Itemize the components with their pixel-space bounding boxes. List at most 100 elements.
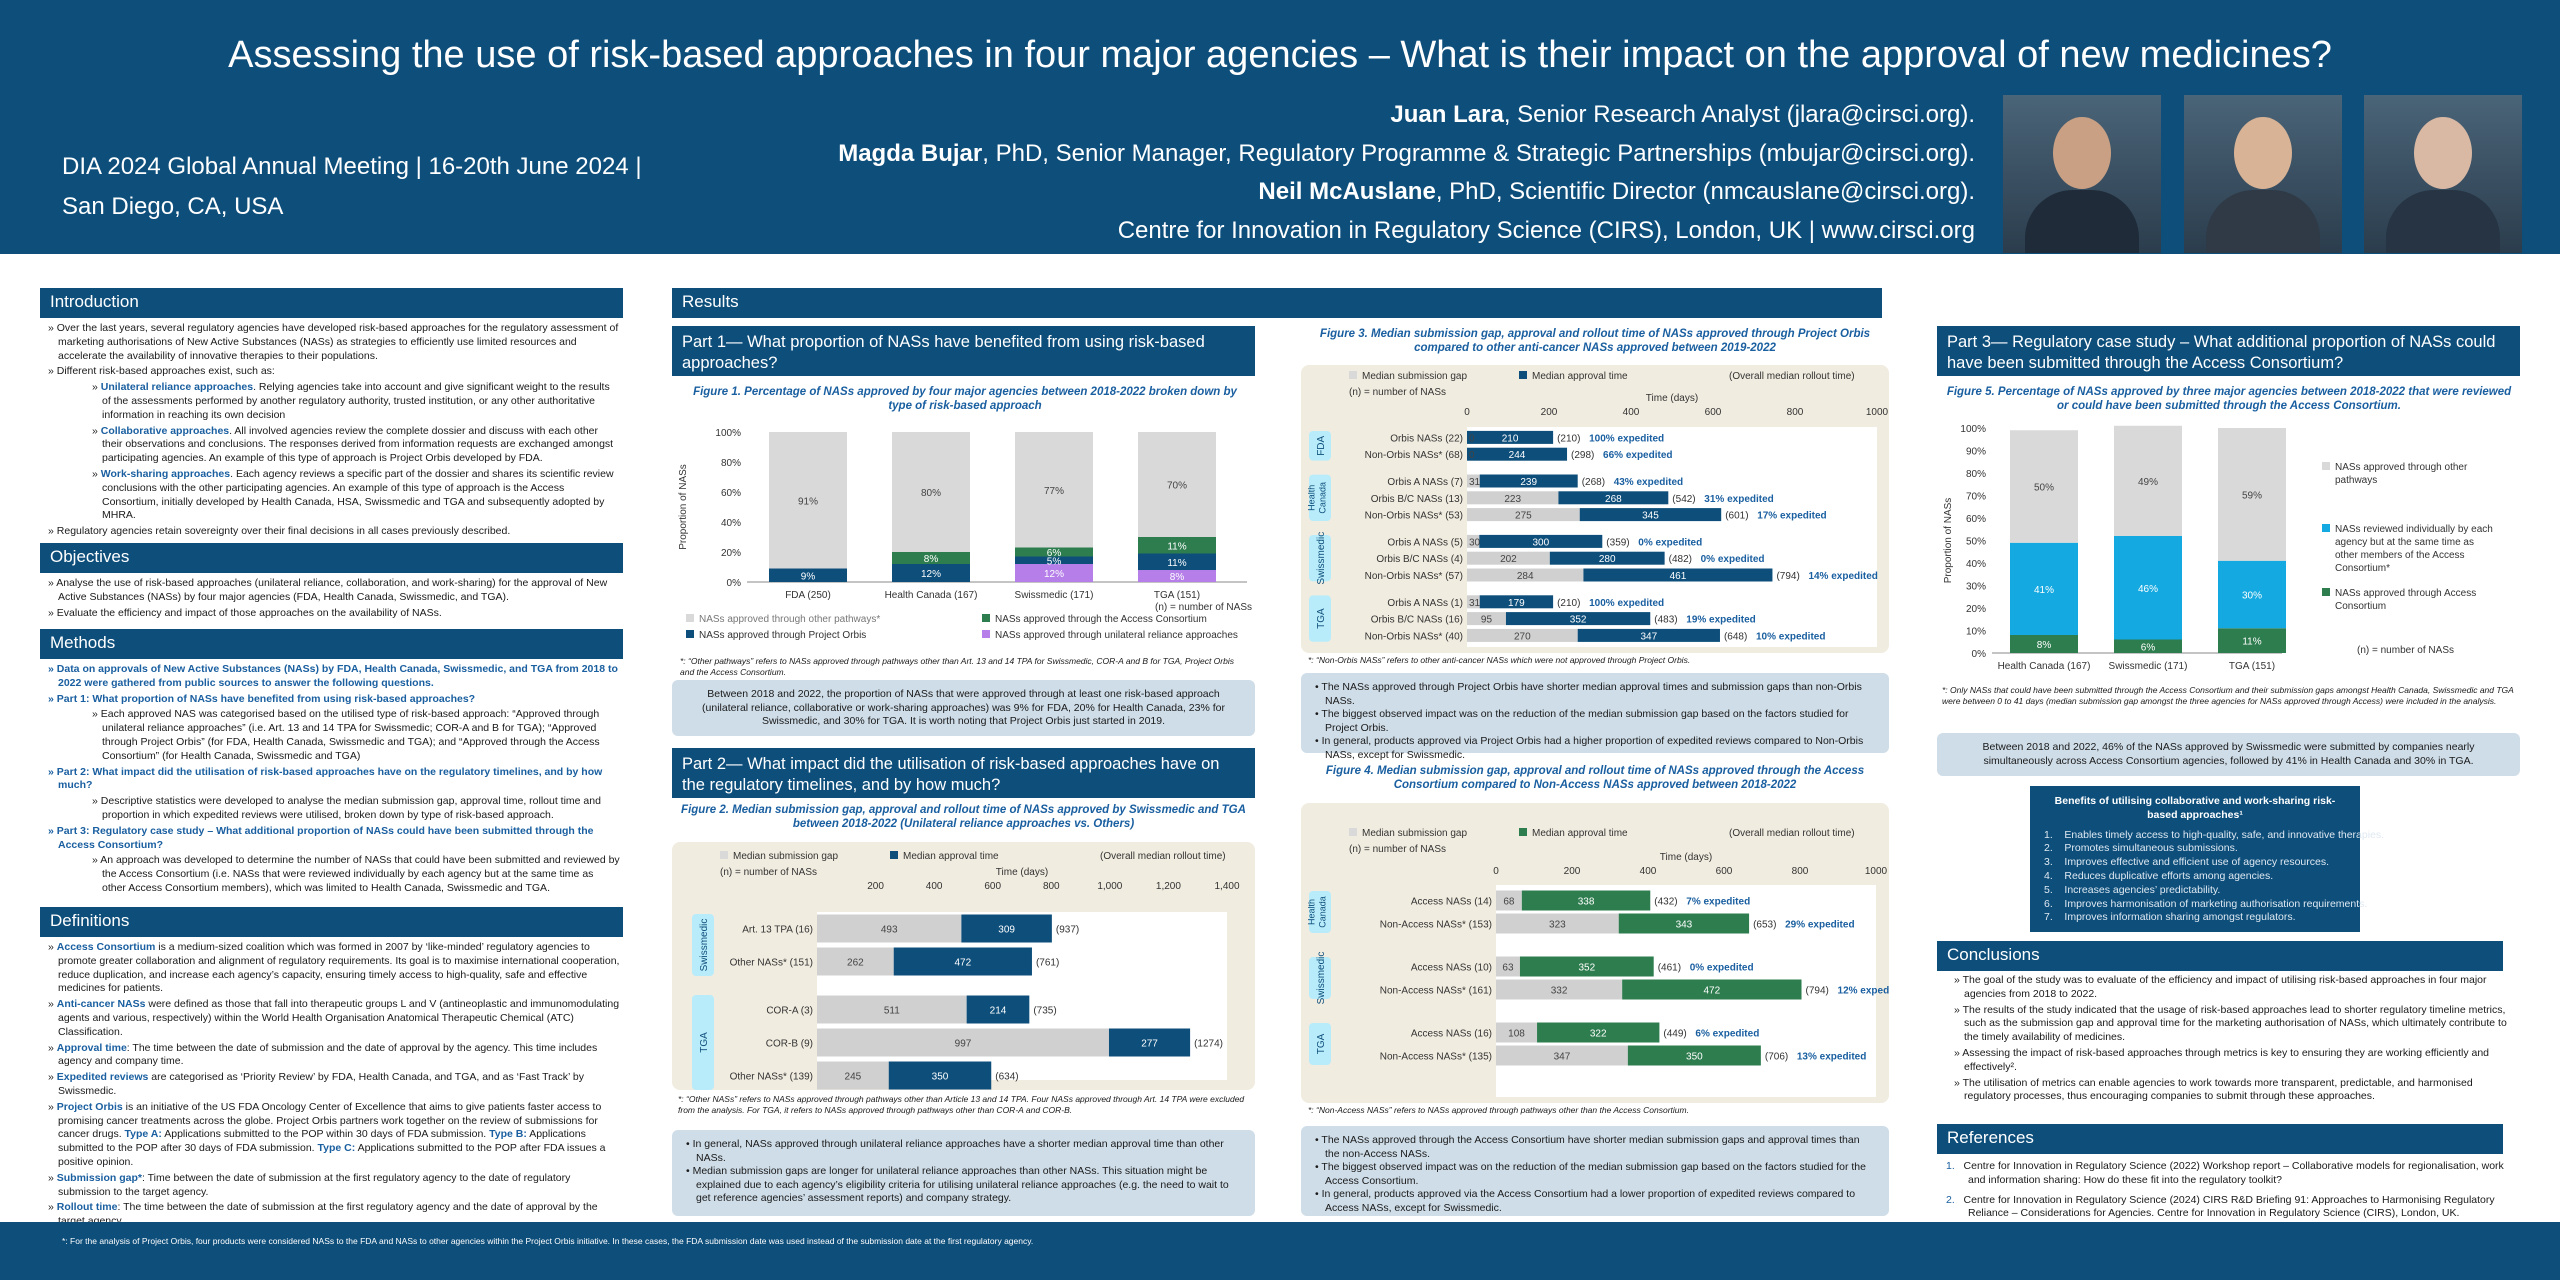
y-axis-label: Proportion of NASs: [678, 464, 689, 550]
approval-value: 338: [1578, 897, 1595, 908]
objectives-heading: Objectives: [40, 543, 623, 573]
data-label: 41%: [2034, 585, 2054, 596]
conference-line-1: DIA 2024 Global Annual Meeting | 16-20th…: [62, 153, 642, 180]
benefits-box: Benefits of utilising collaborative and …: [2030, 786, 2384, 932]
bar-approval: [1627, 1045, 1761, 1066]
benefit-item: 4. Reduces duplicative efforts among age…: [2044, 869, 2274, 882]
bar-approval: [893, 947, 1032, 976]
legend-label: NASs approved through unilateral relianc…: [995, 630, 1238, 641]
data-label: 8%: [924, 554, 939, 565]
results-heading: Results: [672, 288, 1882, 318]
figure3-caption: Figure 3. Median submission gap, approva…: [1319, 328, 1871, 354]
row-label: Non-Access NASs* (161): [1380, 986, 1492, 997]
rollout-value: (648): [1724, 631, 1747, 642]
x-tick-label: Health Canada (167): [1998, 661, 2091, 672]
x-tick-label: 600: [984, 881, 1001, 892]
benefit-item: 5. Increases agencies’ predictability.: [2044, 883, 2221, 896]
expedited-label: 100% expedited: [1589, 598, 1664, 609]
approval-value: 239: [1520, 477, 1537, 488]
bar-segment: [2010, 635, 2078, 653]
legend-swatch: [720, 851, 728, 859]
legend-label: NASs reviewed individually by each: [2335, 524, 2493, 535]
conference-info: DIA 2024 Global Annual Meeting | 16-20th…: [62, 147, 642, 227]
expedited-label: 66% expedited: [1603, 450, 1672, 461]
group-tag: [1309, 595, 1331, 642]
data-label: 5%: [1047, 556, 1062, 567]
bar-gap: [817, 1028, 1109, 1057]
gap-value: 223: [1504, 494, 1521, 505]
data-label: 80%: [921, 488, 941, 499]
legend-label: NASs approved through other: [2335, 462, 2468, 473]
gap-value: 245: [845, 1072, 862, 1083]
conclusion-2: » The results of the study indicated tha…: [1954, 1003, 2507, 1044]
part2-bullet-2: • Median submission gaps are longer for …: [686, 1165, 1229, 1204]
bar-approval: [1618, 913, 1750, 934]
group-tag: [1309, 957, 1331, 999]
bar-approval: [966, 995, 1030, 1024]
bar-approval: [1479, 474, 1578, 488]
references-heading: References: [1937, 1124, 2503, 1154]
gap-value: 284: [1517, 571, 1534, 582]
legend-swatch: [2322, 462, 2330, 470]
x-axis-label: Time (days): [1646, 393, 1698, 404]
gap-value: 0: [1469, 433, 1475, 444]
definition-orbis: » Project Orbis is an initiative of the …: [48, 1100, 606, 1168]
approval-value: 244: [1509, 450, 1526, 461]
methods-text: » Data on approvals of New Active Substa…: [46, 663, 620, 898]
group-tag: [1309, 891, 1331, 933]
bar-gap: [1467, 534, 1480, 548]
data-label: 9%: [801, 571, 816, 582]
conclusions-text: » The goal of the study was to evaluate …: [1942, 974, 2517, 1106]
row-label: Art. 13 TPA (16): [742, 925, 813, 936]
definition-expedited: » Expedited reviews are categorised as ‘…: [48, 1071, 584, 1097]
method-1: » Data on approvals of New Active Substa…: [48, 663, 618, 689]
legend-swatch: [686, 614, 694, 622]
row-label: Orbis B/C NASs (4): [1376, 554, 1463, 565]
figure4-note: *: “Non-Access NASs” refers to NASs appr…: [1308, 1105, 1689, 1115]
y-tick-label: 80%: [721, 458, 741, 469]
bar-segment: [1138, 537, 1216, 554]
affiliation: Centre for Innovation in Regulatory Scie…: [1117, 216, 1975, 244]
bar-approval: [961, 914, 1052, 943]
row-label: Non-Orbis NASs* (40): [1365, 631, 1463, 642]
legend-label: pathways: [2335, 475, 2377, 486]
expedited-label: 100% expedited: [1589, 433, 1664, 444]
author-name: Neil McAuslane: [1258, 178, 1436, 205]
definition-gap: » Submission gap*: Time between the date…: [48, 1171, 571, 1198]
conclusion-1: » The goal of the study was to evaluate …: [1954, 974, 2487, 1000]
legend-label: NASs approved through other pathways*: [699, 614, 880, 625]
row-label: Non-Access NASs* (153): [1380, 920, 1492, 931]
rollout-value: (653): [1753, 920, 1776, 931]
x-tick-label: 400: [1640, 866, 1657, 877]
n-label: (n) = number of NASs: [2357, 645, 2454, 656]
data-label: 6%: [1047, 548, 1062, 559]
x-tick-label: Health Canada (167): [885, 590, 978, 601]
group-tag: [692, 914, 714, 976]
bar-segment: [769, 432, 847, 569]
x-tick-label: 1000: [1865, 866, 1888, 877]
intro-p2: » Different risk-based approaches exist,…: [48, 365, 275, 378]
bar-gap: [1467, 568, 1584, 582]
legend-label: Consortium*: [2335, 563, 2390, 574]
definition-approval: » Approval time: The time between the da…: [48, 1041, 598, 1068]
legend-swatch: [686, 630, 694, 638]
gap-value: 262: [847, 958, 864, 969]
intro-p1: » Over the last years, several regulator…: [48, 322, 619, 362]
benefit-item: 6. Improves harmonisation of marketing a…: [2044, 897, 2368, 910]
group-label: Swissmedic: [1316, 532, 1327, 585]
row-label: Non-Orbis NASs* (68): [1365, 450, 1463, 461]
fig3-bullet-1: • The NASs approved through Project Orbi…: [1315, 681, 1862, 707]
data-label: 8%: [1170, 572, 1185, 583]
x-tick-label: 200: [867, 881, 884, 892]
y-tick-label: 60%: [1966, 514, 1986, 525]
expedited-label: 0% expedited: [1638, 537, 1702, 548]
figure1-note: *: “Other pathways” refers to NASs appro…: [680, 656, 1234, 677]
data-label: 77%: [1044, 486, 1064, 497]
figure3-note: *: “Non-Orbis NASs” refers to other anti…: [1308, 655, 1691, 665]
n-label: (n) = number of NASs: [720, 867, 817, 878]
bar-gap: [1496, 1045, 1628, 1066]
approval-value: 210: [1502, 433, 1519, 444]
figure2-chart: Median submission gap Median approval tim…: [692, 851, 1240, 1090]
bar-gap: [817, 914, 962, 943]
group-label: Canada: [1318, 896, 1328, 928]
